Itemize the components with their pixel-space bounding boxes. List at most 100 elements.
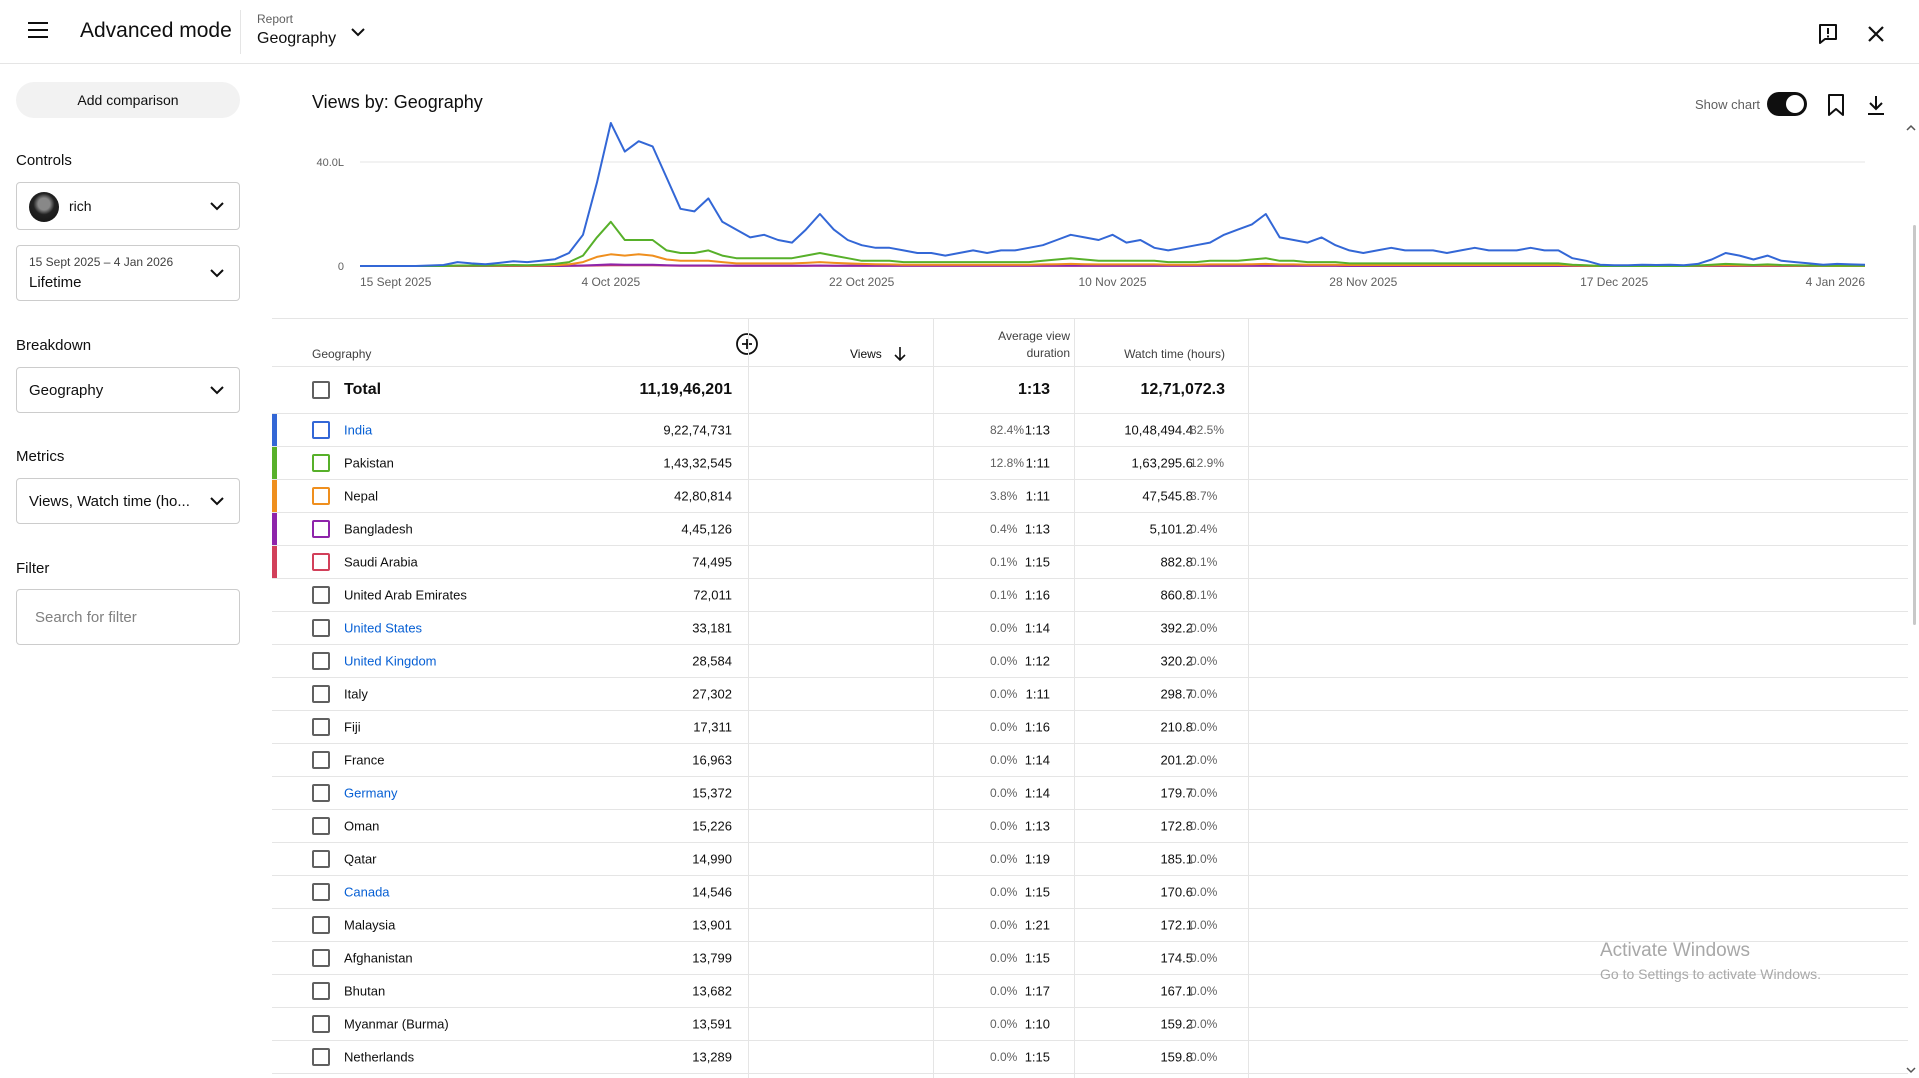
row-checkbox[interactable] bbox=[312, 487, 330, 505]
column-header-avg-view-duration-line2[interactable]: duration bbox=[1026, 346, 1070, 360]
row-checkbox[interactable] bbox=[312, 454, 330, 472]
row-checkbox[interactable] bbox=[312, 784, 330, 802]
watch-time-percent: 0.0% bbox=[1190, 951, 1218, 965]
row-checkbox[interactable] bbox=[312, 619, 330, 637]
table-row[interactable]: Afghanistan 13,799 0.0% 1:15 174.5 0.0% bbox=[272, 942, 1908, 975]
total-checkbox[interactable] bbox=[312, 381, 330, 399]
chevron-down-icon[interactable] bbox=[350, 24, 366, 40]
table-row[interactable]: United Kingdom 28,584 0.0% 1:12 320.2 0.0% bbox=[272, 645, 1908, 678]
chevron-up-icon[interactable] bbox=[1906, 124, 1916, 132]
views-value: 4,45,126 bbox=[681, 521, 732, 537]
row-checkbox[interactable] bbox=[312, 520, 330, 538]
row-checkbox[interactable] bbox=[312, 685, 330, 703]
table-row[interactable]: Myanmar (Burma) 13,591 0.0% 1:10 159.2 0.0% bbox=[272, 1008, 1908, 1041]
row-checkbox[interactable] bbox=[312, 916, 330, 934]
table-row[interactable]: Germany 15,372 0.0% 1:14 179.7 0.0% bbox=[272, 777, 1908, 810]
avd-value: 1:16 bbox=[1024, 719, 1050, 735]
column-header-watch-time[interactable]: Watch time (hours) bbox=[1124, 347, 1225, 361]
table-row[interactable]: Netherlands 13,289 0.0% 1:15 159.8 0.0% bbox=[272, 1041, 1908, 1074]
row-checkbox[interactable] bbox=[312, 751, 330, 769]
add-circle-icon[interactable] bbox=[735, 332, 759, 356]
report-selector[interactable]: Report Geography bbox=[257, 12, 336, 48]
table-row[interactable]: Bangladesh 4,45,126 0.4% 1:13 5,101.2 0.4% bbox=[272, 513, 1908, 546]
row-checkbox[interactable] bbox=[312, 652, 330, 670]
x-tick-label: 15 Sept 2025 bbox=[360, 275, 432, 289]
watch-time-percent: 0.0% bbox=[1190, 687, 1218, 701]
country-name[interactable]: India bbox=[344, 422, 373, 438]
watch-time-value: 392.2 bbox=[1160, 620, 1193, 636]
table-row[interactable]: France 16,963 0.0% 1:14 201.2 0.0% bbox=[272, 744, 1908, 777]
row-checkbox[interactable] bbox=[312, 1015, 330, 1033]
column-header-avg-view-duration-line1[interactable]: Average view bbox=[998, 329, 1070, 343]
table-row[interactable]: Saudi Arabia 74,495 0.1% 1:15 882.8 0.1% bbox=[272, 546, 1908, 579]
watch-time-value: 210.8 bbox=[1160, 719, 1193, 735]
y-tick-label: 0 bbox=[338, 261, 344, 273]
series-line bbox=[360, 220, 1865, 267]
row-checkbox[interactable] bbox=[312, 850, 330, 868]
show-chart-toggle[interactable] bbox=[1767, 92, 1807, 116]
table-row[interactable]: Italy 27,302 0.0% 1:11 298.7 0.0% bbox=[272, 678, 1908, 711]
table-row[interactable]: Pakistan 1,43,32,545 12.8% 1:11 1,63,295.6 12… bbox=[272, 447, 1908, 480]
table-body: India 9,22,74,731 82.4% 1:13 10,48,494.4 82.5… bbox=[272, 414, 1908, 1074]
add-comparison-button[interactable]: Add comparison bbox=[16, 82, 240, 118]
chevron-down-icon[interactable] bbox=[1906, 1066, 1916, 1074]
chart-title: Views by: Geography bbox=[312, 92, 483, 112]
row-checkbox[interactable] bbox=[312, 982, 330, 1000]
filter-search-input[interactable] bbox=[16, 589, 240, 645]
column-header-views[interactable]: Views bbox=[850, 347, 882, 361]
row-checkbox[interactable] bbox=[312, 553, 330, 571]
bookmark-icon[interactable] bbox=[1825, 93, 1847, 117]
table-row[interactable]: United States 33,181 0.0% 1:14 392.2 0.0% bbox=[272, 612, 1908, 645]
table-row[interactable]: India 9,22,74,731 82.4% 1:13 10,48,494.4 82.5… bbox=[272, 414, 1908, 447]
watch-time-value: 1,63,295.6 bbox=[1131, 455, 1193, 471]
download-icon[interactable] bbox=[1864, 93, 1888, 117]
watch-time-value: 167.1 bbox=[1160, 983, 1193, 999]
watch-time-percent: 0.0% bbox=[1190, 654, 1218, 668]
row-checkbox[interactable] bbox=[312, 949, 330, 967]
table-row[interactable]: Canada 14,546 0.0% 1:15 170.6 0.0% bbox=[272, 876, 1908, 909]
metrics-selector[interactable]: Views, Watch time (ho... bbox=[16, 478, 240, 524]
row-checkbox[interactable] bbox=[312, 421, 330, 439]
row-checkbox[interactable] bbox=[312, 586, 330, 604]
column-divider bbox=[1248, 318, 1249, 1078]
views-percent: 0.0% bbox=[990, 753, 1018, 767]
row-checkbox[interactable] bbox=[312, 1048, 330, 1066]
views-value: 13,901 bbox=[692, 917, 732, 933]
y-tick-label: 40.0L bbox=[316, 157, 344, 169]
row-checkbox[interactable] bbox=[312, 718, 330, 736]
watch-time-percent: 0.0% bbox=[1190, 852, 1218, 866]
table-row[interactable]: Fiji 17,311 0.0% 1:16 210.8 0.0% bbox=[272, 711, 1908, 744]
channel-selector[interactable]: rich bbox=[16, 182, 240, 230]
scrollbar[interactable] bbox=[1913, 225, 1916, 625]
country-name[interactable]: United Kingdom bbox=[344, 653, 437, 669]
table-row[interactable]: Qatar 14,990 0.0% 1:19 185.1 0.0% bbox=[272, 843, 1908, 876]
table-row[interactable]: Nepal 42,80,814 3.8% 1:11 47,545.8 3.7% bbox=[272, 480, 1908, 513]
avd-value: 1:11 bbox=[1025, 455, 1050, 471]
avd-value: 1:11 bbox=[1025, 686, 1050, 702]
x-tick-label: 4 Oct 2025 bbox=[581, 275, 640, 289]
country-name[interactable]: Germany bbox=[344, 785, 398, 801]
country-name[interactable]: Canada bbox=[344, 884, 390, 900]
hamburger-icon[interactable] bbox=[28, 22, 48, 40]
table-row[interactable]: United Arab Emirates 72,011 0.1% 1:16 860.8 0… bbox=[272, 579, 1908, 612]
table-row[interactable]: Oman 15,226 0.0% 1:13 172.8 0.0% bbox=[272, 810, 1908, 843]
date-range-selector[interactable]: 15 Sept 2025 – 4 Jan 2026 Lifetime bbox=[16, 245, 240, 301]
breakdown-selector[interactable]: Geography bbox=[16, 367, 240, 413]
channel-name: rich bbox=[69, 198, 92, 214]
table-row[interactable]: Bhutan 13,682 0.0% 1:17 167.1 0.0% bbox=[272, 975, 1908, 1008]
views-percent: 0.0% bbox=[990, 687, 1018, 701]
watch-time-value: 47,545.8 bbox=[1142, 488, 1193, 504]
date-range-text: 15 Sept 2025 – 4 Jan 2026 bbox=[29, 255, 174, 269]
x-tick-label: 4 Jan 2026 bbox=[1806, 275, 1866, 289]
avd-value: 1:15 bbox=[1024, 1049, 1050, 1065]
table-row[interactable]: Malaysia 13,901 0.0% 1:21 172.1 0.0% bbox=[272, 909, 1908, 942]
views-percent: 0.0% bbox=[990, 819, 1018, 833]
close-icon[interactable] bbox=[1864, 22, 1888, 46]
arrow-down-icon[interactable] bbox=[893, 346, 907, 362]
country-name[interactable]: United States bbox=[344, 620, 423, 636]
feedback-icon[interactable] bbox=[1816, 22, 1840, 46]
avd-value: 1:15 bbox=[1024, 950, 1050, 966]
row-checkbox[interactable] bbox=[312, 883, 330, 901]
row-checkbox[interactable] bbox=[312, 817, 330, 835]
avatar bbox=[29, 192, 59, 222]
